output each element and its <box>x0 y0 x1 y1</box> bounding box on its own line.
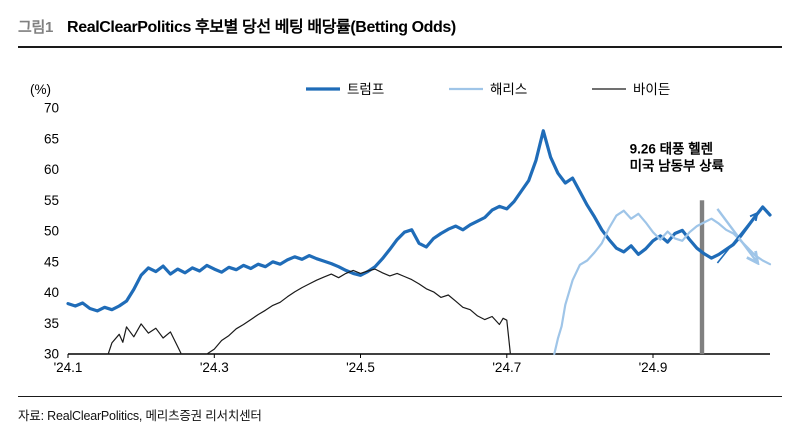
svg-text:트럼프: 트럼프 <box>347 82 384 97</box>
figure-tag: 그림1 <box>18 19 54 36</box>
svg-text:9.26 태풍 헬렌: 9.26 태풍 헬렌 <box>630 141 713 157</box>
svg-text:미국 남동부 상륙: 미국 남동부 상륙 <box>630 158 725 174</box>
svg-text:'24.1: '24.1 <box>54 360 83 375</box>
svg-text:'24.9: '24.9 <box>639 360 668 375</box>
svg-text:70: 70 <box>44 101 59 116</box>
svg-text:30: 30 <box>44 347 59 362</box>
figure-footer: 자료: RealClearPolitics, 메리츠증권 리서치센터 <box>18 396 782 430</box>
svg-text:60: 60 <box>44 162 59 177</box>
svg-text:(%): (%) <box>30 82 51 97</box>
svg-text:55: 55 <box>44 193 59 208</box>
svg-text:65: 65 <box>44 131 59 146</box>
svg-text:'24.7: '24.7 <box>492 360 521 375</box>
svg-text:45: 45 <box>44 254 59 269</box>
svg-text:50: 50 <box>44 224 59 239</box>
svg-text:바이든: 바이든 <box>633 82 670 97</box>
figure-title: RealClearPolitics 후보별 당선 베팅 배당률(Betting … <box>67 19 456 36</box>
svg-text:해리스: 해리스 <box>490 82 527 97</box>
svg-text:'24.5: '24.5 <box>346 360 375 375</box>
svg-text:40: 40 <box>44 285 59 300</box>
source-note: 자료: RealClearPolitics, 메리츠증권 리서치센터 <box>18 409 262 423</box>
svg-text:'24.3: '24.3 <box>200 360 229 375</box>
chart-area: (%) 트럼프 해리스 바이든 30 35 40 45 50 55 60 65 70 '24.1 … <box>18 64 782 386</box>
svg-text:35: 35 <box>44 316 59 331</box>
figure-header: 그림1 RealClearPolitics 후보별 당선 베팅 배당률(Bett… <box>18 0 782 48</box>
